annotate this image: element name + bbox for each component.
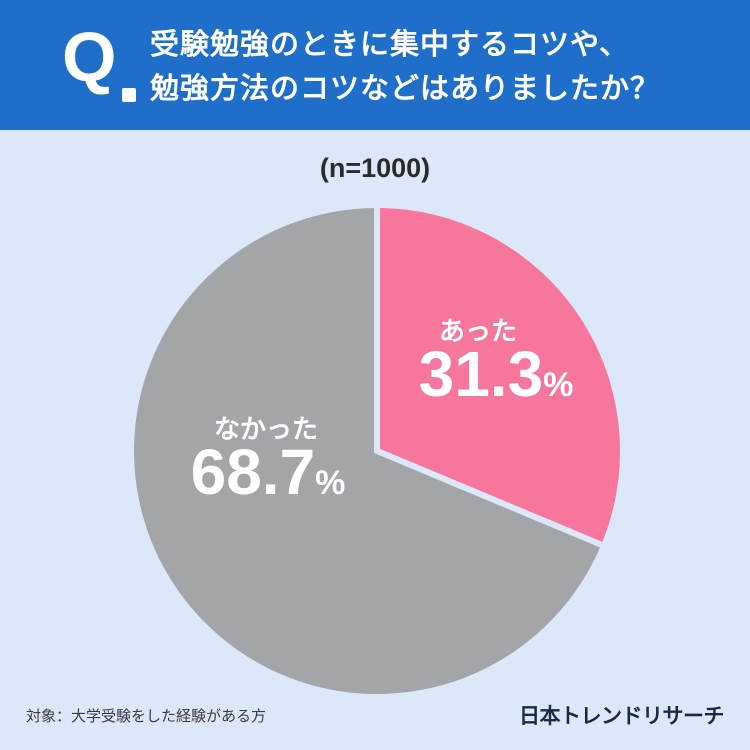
slice-value-1: 31.3% xyxy=(419,338,574,410)
question-line-2: 勉強方法のコツなどはありましたか？ xyxy=(150,71,661,105)
slice-label-2: なかった xyxy=(214,415,318,445)
slice-value-2: 68.7% xyxy=(191,436,346,508)
q-mark: Q xyxy=(62,18,117,96)
slice-label-1: あった xyxy=(439,317,517,347)
brand-logo: 日本トレンドリサーチ xyxy=(519,704,725,728)
question-header: Q 受験勉強のときに集中するコツや、 勉強方法のコツなどはありましたか？ xyxy=(0,0,750,130)
sample-size: (n=1000) xyxy=(319,153,431,183)
question-text: 受験勉強のときに集中するコツや、 勉強方法のコツなどはありましたか？ xyxy=(150,22,660,110)
pie-slice-1 xyxy=(374,202,626,549)
target-note: 対象：大学受験をした経験がある方 xyxy=(26,707,267,725)
q-dot xyxy=(122,88,136,102)
question-line-1: 受験勉強のときに集中するコツや、 xyxy=(150,27,630,61)
pie-slice-2 xyxy=(128,202,607,700)
